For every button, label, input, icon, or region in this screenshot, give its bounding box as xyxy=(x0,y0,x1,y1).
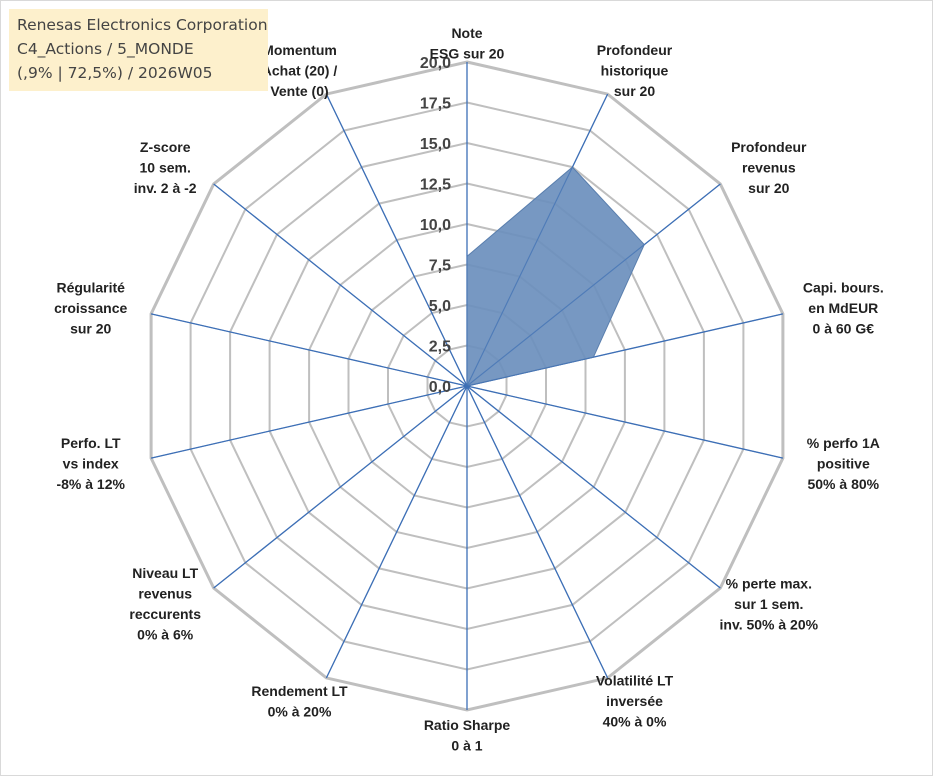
title-line-stats: (,9% | 72,5%) / 2026W05 xyxy=(17,64,213,82)
axis-label-line: sur 20 xyxy=(70,320,111,336)
axis-label-line: inversée xyxy=(606,693,663,709)
axis-label-line: % perfo 1A xyxy=(807,435,880,451)
axis-label-line: Profondeur xyxy=(597,42,673,58)
axis-label-line: inv. 50% à 20% xyxy=(720,617,819,633)
axis-label-line: 50% à 80% xyxy=(807,476,879,492)
axis-label-line: Note xyxy=(451,25,482,41)
tick-label: 7,5 xyxy=(429,258,451,275)
axis-label: Perfo. LT vs index -8% à 12% xyxy=(56,435,125,492)
axis-label-line: 40% à 0% xyxy=(603,714,667,730)
axis-label: Volatilité LT inversée 40% à 0% xyxy=(596,673,674,730)
axis-spoke-overlay xyxy=(150,313,468,387)
axis-label-line: 10 sem. xyxy=(140,160,191,176)
axis-spoke-overlay xyxy=(466,93,609,387)
axis-label-line: Profondeur xyxy=(731,139,807,155)
axis-label: Momentum Achat (20) / Vente (0) xyxy=(262,42,338,99)
axis-label-line: positive xyxy=(817,456,870,472)
axis-label-line: inv. 2 à -2 xyxy=(134,180,197,196)
tick-label: 17,5 xyxy=(420,96,451,113)
axis-label-line: Ratio Sharpe xyxy=(424,717,511,733)
axis-spoke-overlay xyxy=(325,385,468,679)
axis-label-line: vs index xyxy=(63,456,119,472)
axis-label-line: Rendement LT xyxy=(251,683,348,699)
axis-label-line: 0 à 1 xyxy=(451,738,482,754)
axis-label: % perte max. sur 1 sem. inv. 50% à 20% xyxy=(720,576,819,633)
tick-label: 0,0 xyxy=(429,379,451,396)
axis-label-line: Achat (20) / xyxy=(262,62,338,78)
axis-label-line: sur 20 xyxy=(614,83,655,99)
title-line-company: Renesas Electronics Corporation xyxy=(17,16,268,34)
axis-label-line: -8% à 12% xyxy=(56,476,125,492)
tick-label: 20,0 xyxy=(420,55,451,72)
axis-label: Profondeur revenus sur 20 xyxy=(731,139,807,196)
axis-label-line: en MdEUR xyxy=(808,300,878,316)
axis-label: Profondeur historique sur 20 xyxy=(597,42,673,99)
axis-spoke-overlay xyxy=(466,313,784,387)
axis-label-line: Momentum xyxy=(262,42,337,58)
axis-label-line: % perte max. xyxy=(726,576,812,592)
axis-label: Capi. bours. en MdEUR 0 à 60 G€ xyxy=(803,279,884,336)
axis-label: % perfo 1A positive 50% à 80% xyxy=(807,435,880,492)
axis-spoke-overlay xyxy=(466,183,721,387)
axis-label-line: sur 1 sem. xyxy=(734,596,803,612)
axis-label-line: Vente (0) xyxy=(270,83,328,99)
axis-spoke-overlay xyxy=(466,385,784,459)
axis-label: Note ESG sur 20 xyxy=(430,25,505,62)
tick-label: 12,5 xyxy=(420,177,451,194)
radar-tick-labels: 0,0 2,5 5,0 7,5 10,0 12,5 15,0 17,5 20,0 xyxy=(420,55,451,396)
axis-label-line: historique xyxy=(601,62,669,78)
axis-label-line: sur 20 xyxy=(748,180,789,196)
axis-label-line: revenus xyxy=(742,160,796,176)
title-line-category: C4_Actions / 5_MONDE xyxy=(17,40,194,58)
axis-spoke-overlay xyxy=(150,385,468,459)
axis-label: Niveau LT revenus reccurents 0% à 6% xyxy=(129,565,201,643)
tick-label: 5,0 xyxy=(429,298,451,315)
tick-label: 10,0 xyxy=(420,217,451,234)
axis-spoke-overlay xyxy=(213,385,468,589)
axis-label-line: Niveau LT xyxy=(132,565,198,581)
axis-label: Rendement LT 0% à 20% xyxy=(251,683,348,720)
axis-label-line: Capi. bours. xyxy=(803,279,884,295)
axis-label-line: Régularité xyxy=(56,279,125,295)
axis-spoke-overlay xyxy=(466,385,721,589)
axis-label-line: Z-score xyxy=(140,139,191,155)
axis-spoke-overlay xyxy=(213,183,468,387)
axis-label-line: 0 à 60 G€ xyxy=(813,320,875,336)
chart-title-box: Renesas Electronics Corporation C4_Actio… xyxy=(9,9,268,91)
axis-label: Ratio Sharpe 0 à 1 xyxy=(424,717,511,754)
radar-axis-labels: Note ESG sur 20 Profondeur historique sur 20… xyxy=(54,25,884,754)
axis-label-line: 0% à 20% xyxy=(268,703,332,719)
axis-label: Z-score 10 sem. inv. 2 à -2 xyxy=(134,139,197,196)
axis-label-line: Volatilité LT xyxy=(596,673,674,689)
axis-label-line: croissance xyxy=(54,300,127,316)
axis-spoke-overlay xyxy=(325,93,468,387)
axis-label-line: 0% à 6% xyxy=(137,627,194,643)
axis-label-line: ESG sur 20 xyxy=(430,46,505,62)
axis-label: Régularité croissance sur 20 xyxy=(54,279,127,336)
series-area xyxy=(466,166,645,387)
axis-label-line: revenus xyxy=(138,586,192,602)
radar-series xyxy=(150,62,784,710)
axis-spoke-overlay xyxy=(466,385,609,679)
tick-label: 2,5 xyxy=(429,339,451,356)
tick-label: 15,0 xyxy=(420,136,451,153)
axis-label-line: reccurents xyxy=(129,606,201,622)
axis-label-line: Perfo. LT xyxy=(61,435,121,451)
